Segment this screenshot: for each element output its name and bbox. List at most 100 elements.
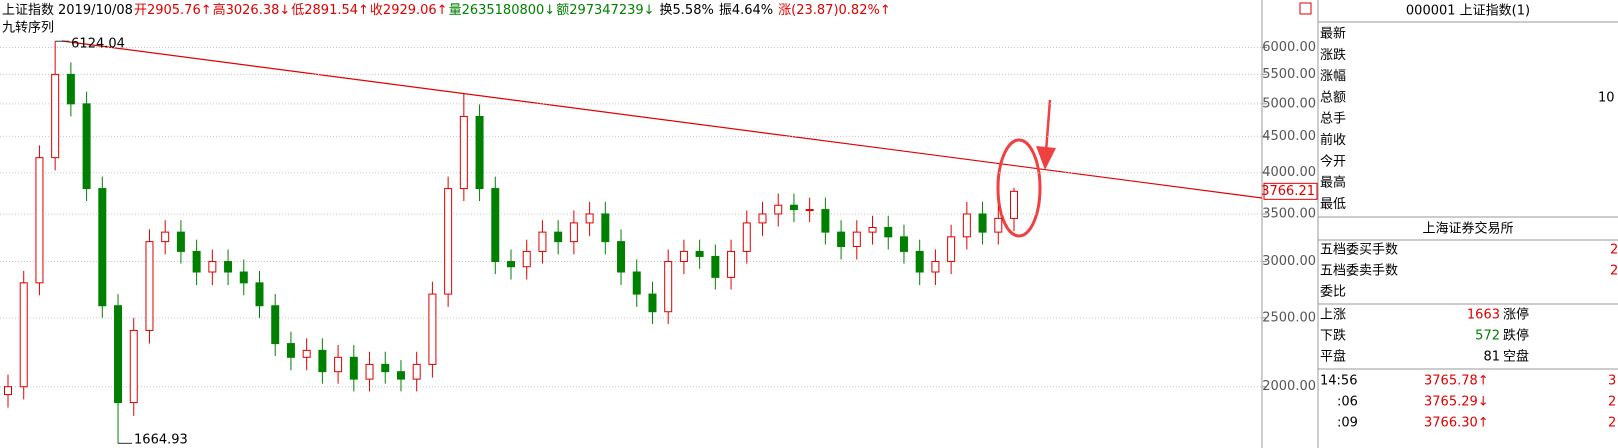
annotation: 6124.04: [71, 37, 125, 52]
candle-body: [569, 222, 578, 243]
header-item: 开2905.76↑: [134, 3, 212, 18]
exchange-name: 上海证券交易所: [1422, 221, 1513, 237]
breadth-suffix: 涨停: [1503, 307, 1529, 323]
candle-body: [176, 231, 185, 252]
quote-label: 总额: [1320, 90, 1346, 105]
breadth-suffix: 跌停: [1503, 328, 1529, 344]
candle-body: [224, 261, 233, 273]
y-tick-label: 5500.00: [1262, 67, 1316, 82]
candle-body: [161, 231, 170, 243]
candle-body: [962, 213, 971, 238]
tick-time: 14:56: [1320, 374, 1357, 389]
window-icon[interactable]: [1299, 2, 1312, 15]
candle-body: [899, 236, 908, 252]
header-item: 振4.64%: [719, 3, 773, 18]
quote-label: 涨幅: [1320, 69, 1346, 84]
candle-body: [4, 386, 12, 396]
header-item: 低2891.54↑: [291, 3, 369, 18]
y-tick-label: 4000.00: [1262, 165, 1316, 180]
breadth-count: 81: [1483, 350, 1500, 365]
y-tick-label: 2500.00: [1262, 310, 1316, 325]
header-item: 上证指数: [2, 3, 54, 18]
tick-price: 3765.29↓: [1424, 395, 1489, 410]
candle-body: [66, 73, 75, 105]
candle-body: [554, 231, 563, 243]
candle-body: [129, 329, 138, 404]
order-label: 委比: [1320, 285, 1346, 300]
header-item: 额297347239↓: [556, 3, 654, 18]
candle-body: [632, 271, 641, 295]
y-tick-label: 4500.00: [1262, 129, 1316, 144]
candle-body: [428, 293, 437, 365]
candle-body: [334, 356, 343, 373]
tick-volume: 2: [1608, 416, 1616, 431]
header-item: 换5.58%: [660, 3, 714, 18]
header-item: 2019/10/08: [58, 3, 133, 18]
order-value: 2: [1610, 243, 1618, 258]
candle-body: [239, 271, 248, 284]
quote-label: 今开: [1320, 153, 1346, 169]
candle-body: [82, 103, 91, 190]
tick-price: 3765.78↑: [1424, 374, 1489, 389]
y-tick-label: 5000.00: [1262, 96, 1316, 111]
candle-body: [271, 305, 280, 345]
candle-body: [507, 261, 515, 268]
candle-body: [51, 73, 60, 159]
highlight-circle: [996, 138, 1042, 238]
arrow-shaft: [1044, 99, 1052, 153]
candle-body: [852, 231, 861, 247]
candle-body: [475, 115, 484, 190]
candle-body: [318, 349, 327, 373]
candle-body: [648, 293, 657, 313]
candle-body: [837, 231, 846, 247]
candle-body: [742, 222, 751, 252]
breadth-suffix: 空盘: [1503, 349, 1529, 365]
trend-line: [61, 40, 1263, 199]
candle-body: [1010, 190, 1018, 219]
candle-body: [114, 305, 123, 404]
tick-volume: 2: [1608, 395, 1616, 410]
quote-value: 10: [1598, 90, 1615, 105]
candle-body: [208, 261, 217, 273]
header-item: 高3026.38↓: [213, 2, 291, 18]
y-tick-label: 6000.00: [1262, 40, 1316, 55]
candle-body: [727, 250, 736, 278]
breadth-label: 平盘: [1320, 349, 1346, 365]
header-item: 收2929.06↑: [370, 3, 448, 18]
candle-body: [255, 282, 264, 307]
quote-label: 总手: [1320, 112, 1346, 127]
order-label: 五档委买手数: [1320, 243, 1398, 258]
tick-time: :06: [1337, 395, 1358, 410]
breadth-count: 572: [1475, 329, 1500, 344]
tick-volume: 3: [1608, 374, 1616, 389]
candle-body: [711, 255, 720, 278]
candle-body: [538, 231, 547, 252]
candle-body: [522, 250, 531, 268]
candle-body: [412, 363, 421, 380]
indicator-name: 九转序列: [2, 21, 54, 36]
candle-body: [884, 226, 893, 238]
last-price-label: 3766.21: [1261, 184, 1315, 199]
candle-body: [381, 363, 390, 373]
candle-body: [396, 371, 405, 380]
candle-body: [98, 188, 107, 307]
breadth-label: 下跌: [1320, 328, 1346, 344]
candle-body: [947, 236, 956, 263]
candle-body: [821, 209, 830, 233]
candle-body: [679, 250, 688, 263]
candle-body: [617, 241, 626, 273]
candle-body: [994, 217, 1003, 233]
tick-time: :09: [1337, 416, 1358, 431]
last-price-box: [1263, 182, 1318, 200]
candle-body: [365, 363, 374, 380]
breadth-count: 1663: [1467, 308, 1500, 323]
candle-body: [695, 250, 704, 257]
quote-label: 最低: [1320, 197, 1346, 212]
candle-body: [758, 213, 767, 224]
y-tick-label: 3500.00: [1262, 206, 1316, 221]
candle-body: [35, 157, 44, 284]
candle-body: [931, 261, 940, 273]
header: 上证指数 2019/10/08开2905.76↑高3026.38↓低2891.54…: [2, 2, 891, 18]
